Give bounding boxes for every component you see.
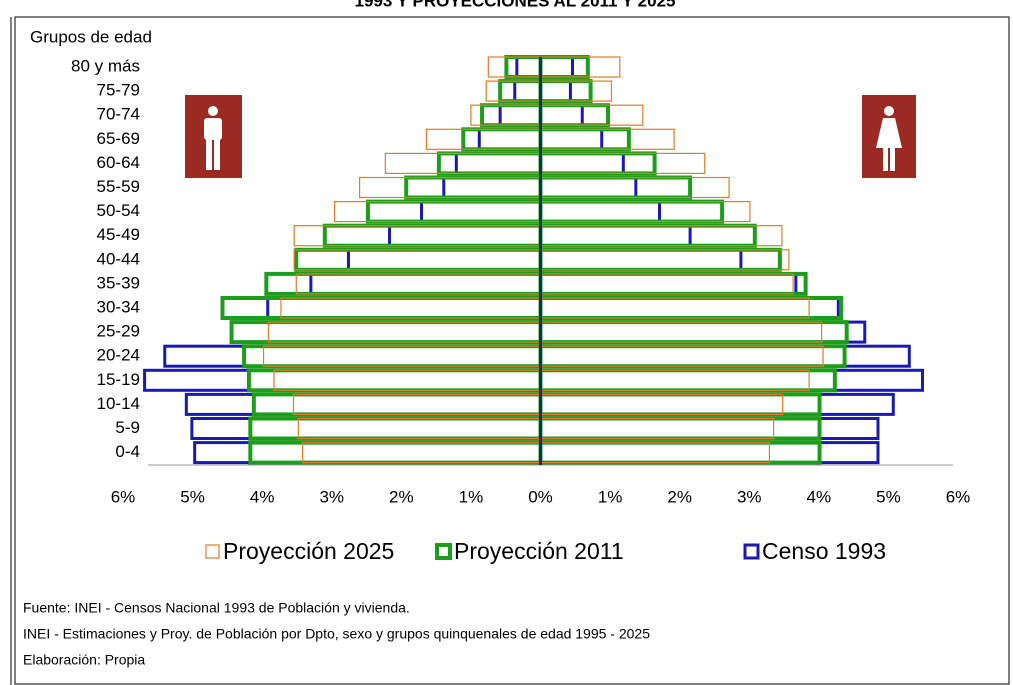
y-tick-label: 25-29 (97, 322, 140, 341)
y-tick-label: 15-19 (97, 370, 140, 389)
x-tick-label: 3% (737, 487, 762, 506)
y-tick-label: 20-24 (97, 346, 140, 365)
y-tick-label: 5-9 (115, 418, 140, 437)
y-tick-label: 65-69 (97, 129, 140, 148)
y-axis-title: Grupos de edad (30, 27, 152, 46)
y-tick-label: 70-74 (97, 105, 140, 124)
x-tick-label: 2% (389, 487, 414, 506)
source-note: Fuente: INEI - Censos Nacional 1993 de P… (23, 600, 410, 616)
y-tick-label: 45-49 (97, 225, 140, 244)
female-icon (862, 95, 916, 178)
x-tick-label: 3% (319, 487, 344, 506)
x-tick-label: 4% (807, 487, 832, 506)
legend-label: Proyección 2025 (223, 538, 394, 564)
x-tick-label: 4% (250, 487, 275, 506)
y-tick-label: 30-34 (97, 297, 140, 316)
y-tick-label: 60-64 (97, 153, 140, 172)
source-note: Elaboración: Propia (23, 652, 145, 668)
chart-title: 1993 Y PROYECCIONES AL 2011 Y 2025 (355, 0, 676, 10)
x-tick-label: 5% (876, 487, 901, 506)
y-tick-label: 50-54 (97, 201, 140, 220)
x-tick-label: 5% (180, 487, 205, 506)
y-tick-label: 35-39 (97, 273, 140, 292)
x-tick-label: 6% (111, 487, 136, 506)
y-tick-label: 0-4 (115, 442, 140, 461)
legend-swatch (205, 544, 220, 559)
y-tick-label: 40-44 (97, 249, 140, 268)
legend-swatch (743, 543, 760, 560)
male-icon (185, 95, 242, 178)
legend-swatch (435, 543, 452, 560)
x-tick-label: 1% (459, 487, 484, 506)
y-tick-label: 55-59 (97, 177, 140, 196)
x-tick-label: 1% (598, 487, 623, 506)
x-tick-label: 0% (528, 487, 553, 506)
y-tick-label: 75-79 (97, 81, 140, 100)
legend-label: Censo 1993 (762, 538, 886, 564)
y-tick-label: 10-14 (97, 394, 140, 413)
legend-label: Proyección 2011 (454, 538, 624, 564)
source-note: INEI - Estimaciones y Proy. de Población… (23, 626, 650, 642)
x-tick-label: 2% (667, 487, 692, 506)
x-tick-label: 6% (946, 487, 971, 506)
y-tick-label: 80 y más (71, 56, 140, 75)
